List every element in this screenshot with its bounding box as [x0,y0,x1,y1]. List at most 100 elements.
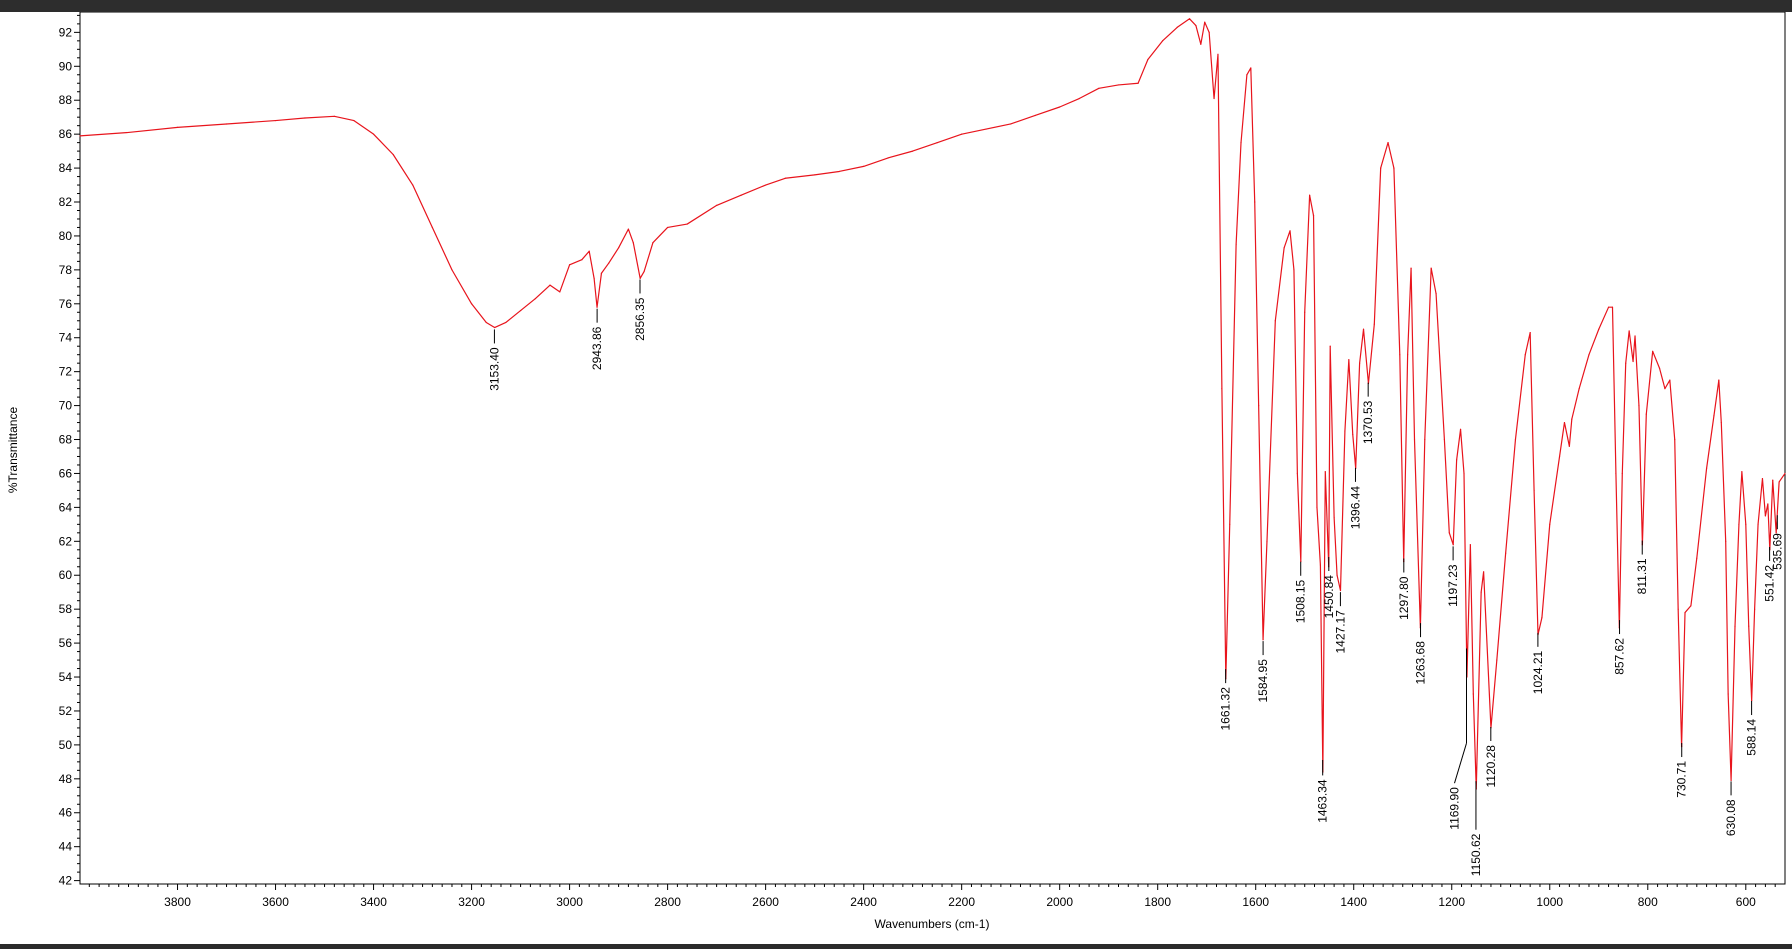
data-point [1615,472,1617,475]
x-tick-label: 1000 [1536,895,1563,909]
data-point [1645,413,1647,415]
spectrum-plot: 42 44 46 48 50 52 54 56 58 60 62 64 66 68 70 72 74 76 78 80… [6,11,1786,931]
data-point [1254,201,1256,203]
data-point [1213,97,1215,100]
x-tick-label: 2800 [654,895,681,909]
data-point [1059,106,1061,108]
data-point [1195,24,1197,27]
data-point [568,264,571,266]
y-tick-label: 82 [59,195,73,209]
x-axis-label: Wavenumbers (cm-1) [875,917,990,931]
data-point [431,226,433,229]
peak-label: 630.08 [1724,799,1738,836]
data-point [1690,605,1692,607]
peak-label: 1263.68 [1414,641,1428,685]
y-tick-label: 90 [59,59,73,73]
data-point [1549,523,1551,525]
peak-label: 857.62 [1613,638,1627,675]
data-point [1161,40,1164,42]
data-point [686,223,688,225]
data-point [1424,438,1426,441]
data-point [1669,379,1671,381]
data-point [1344,430,1346,432]
data-point [632,242,634,244]
peak-label: 730.71 [1675,761,1689,798]
data-point [588,250,590,252]
data-point [1684,611,1686,614]
data-point [1098,87,1100,89]
data-point [392,153,394,156]
data-point [1246,74,1248,76]
data-point [1469,544,1471,546]
data-point [1754,608,1756,610]
x-tick-label: 3200 [458,895,485,909]
data-point [1652,350,1654,352]
peak-label: 1450.84 [1322,575,1336,619]
data-point [716,204,718,206]
data-point [1274,320,1276,322]
data-point [1010,123,1012,125]
data-point [1677,608,1679,610]
data-point [1448,532,1450,534]
data-point [1472,693,1474,695]
data-point [1250,67,1252,69]
y-tick-label: 68 [59,433,73,447]
y-tick-label: 58 [59,602,73,616]
data-point [372,133,375,135]
data-point [596,306,598,308]
data-point [1674,438,1676,441]
data-point [765,184,767,186]
x-tick-label: 1200 [1438,895,1465,909]
data-point [1348,359,1350,361]
data-point [887,157,889,159]
data-point [1266,540,1268,542]
data-point [1524,354,1526,356]
x-tick-label: 3400 [360,895,387,909]
data-point [1387,142,1389,144]
peak-label: 1584.95 [1256,659,1270,703]
data-point [1588,354,1590,356]
data-point [1373,323,1375,325]
y-tick-label: 84 [59,161,73,175]
data-point [667,226,669,229]
data-point [1658,367,1661,369]
data-point [1725,540,1727,542]
peak-label: 1120.28 [1484,745,1498,788]
y-axis-label: %Transmittance [6,407,20,494]
data-point [534,298,536,300]
data-point [1380,167,1382,169]
data-point [127,131,130,134]
data-point [1632,360,1634,363]
plot-frame [79,11,1786,885]
data-point [936,142,938,144]
data-point [412,184,414,186]
y-tick-label: 44 [59,840,73,854]
peak-label: 811.31 [1635,558,1649,594]
data-point [1748,625,1750,627]
y-tick-label: 80 [59,229,73,243]
x-tick-label: 3000 [556,895,583,909]
data-point [1147,58,1149,61]
data-point [1235,243,1237,246]
data-point [1638,404,1640,407]
data-point [1634,335,1636,337]
data-point [1578,388,1580,390]
data-point [176,126,179,128]
data-point [1319,564,1321,566]
data-point [1339,589,1342,592]
y-tick-label: 92 [59,25,73,39]
peak-label: 1297.80 [1397,576,1411,620]
peak-label: 1396.44 [1349,486,1363,530]
x-tick-label: 2000 [1046,895,1073,909]
peak-label: 1197.23 [1446,564,1460,607]
data-point [1778,481,1780,483]
data-point [1430,267,1432,269]
tick-group: 42 44 46 48 50 52 54 56 58 60 62 64 66 68 70 72 74 76 78 80… [59,14,1776,909]
data-point [1304,311,1306,313]
peak-label: 1024.21 [1531,650,1545,694]
data-point [1463,472,1465,475]
data-point [1607,306,1610,308]
peak-label: 1508.15 [1294,579,1308,623]
peak-label-group: 3153.40 2943.86 2856.35 1661.32 1584.95 1508.… [487,279,1784,876]
data-point [581,259,583,261]
